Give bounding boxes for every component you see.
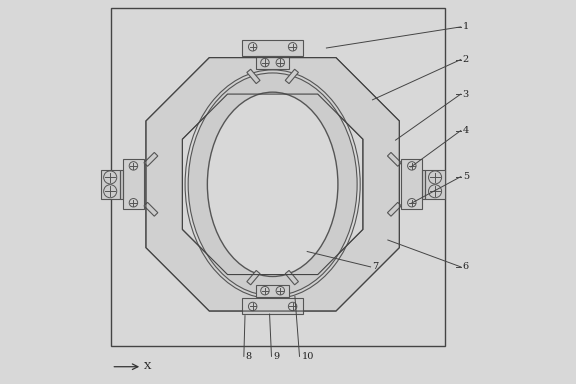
Polygon shape (146, 58, 399, 311)
Text: 3: 3 (463, 89, 469, 99)
Text: X: X (144, 362, 151, 371)
Ellipse shape (188, 73, 357, 296)
Polygon shape (285, 270, 298, 285)
Bar (123, 159, 144, 209)
Polygon shape (388, 202, 401, 216)
Text: 1: 1 (463, 22, 469, 31)
Text: 7: 7 (373, 262, 379, 271)
Bar (401, 159, 422, 209)
Polygon shape (144, 202, 158, 216)
Bar (422, 170, 426, 199)
Polygon shape (183, 94, 363, 275)
Polygon shape (388, 152, 401, 166)
Bar (256, 285, 289, 297)
Text: 2: 2 (463, 55, 469, 64)
Bar (256, 56, 289, 69)
Polygon shape (144, 152, 158, 166)
Bar (120, 170, 123, 199)
Text: 9: 9 (274, 352, 279, 361)
Text: 10: 10 (301, 352, 314, 361)
Ellipse shape (207, 92, 338, 276)
Polygon shape (247, 270, 260, 285)
Polygon shape (247, 69, 260, 84)
Bar (242, 40, 304, 56)
Bar (426, 170, 445, 199)
Text: 8: 8 (246, 352, 252, 361)
Text: 4: 4 (463, 126, 469, 135)
Bar (242, 298, 304, 314)
Bar (111, 8, 445, 346)
Text: 6: 6 (463, 262, 469, 271)
Text: 5: 5 (463, 172, 469, 181)
Polygon shape (285, 69, 298, 84)
Bar (101, 170, 120, 199)
